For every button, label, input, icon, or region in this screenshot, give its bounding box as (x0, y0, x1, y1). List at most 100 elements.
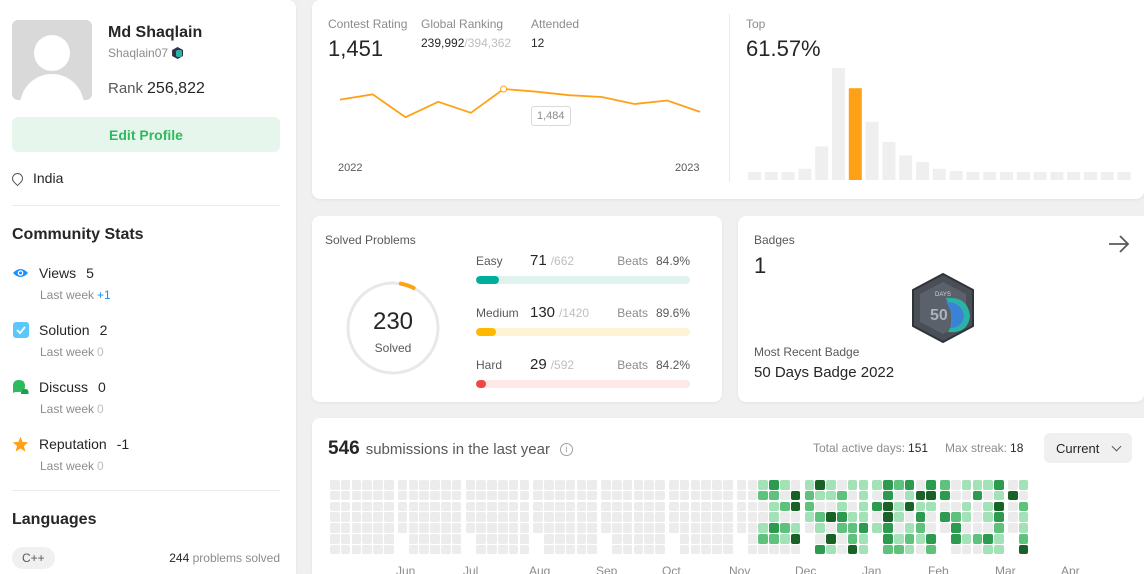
heatmap-day-cell[interactable] (994, 512, 1004, 522)
heatmap-day-cell[interactable] (804, 501, 815, 512)
heatmap-day-cell[interactable] (758, 534, 768, 544)
heatmap-day-cell[interactable] (790, 501, 801, 512)
heatmap-day-cell[interactable] (983, 523, 993, 533)
heatmap-day-cell[interactable] (994, 501, 1004, 512)
heatmap-day-cell[interactable] (373, 490, 383, 501)
heatmap-day-cell[interactable] (690, 534, 701, 544)
heatmap-day-cell[interactable] (633, 523, 644, 533)
heatmap-day-cell[interactable] (826, 490, 836, 501)
heatmap-day-cell[interactable] (441, 544, 451, 555)
heatmap-day-cell[interactable] (576, 480, 587, 490)
heatmap-day-cell[interactable] (690, 523, 701, 533)
heatmap-day-cell[interactable] (790, 544, 801, 555)
heatmap-day-cell[interactable] (655, 523, 665, 533)
heatmap-day-cell[interactable] (533, 523, 543, 533)
heatmap-day-cell[interactable] (451, 480, 462, 490)
heatmap-day-cell[interactable] (633, 501, 644, 512)
heatmap-day-cell[interactable] (430, 501, 440, 512)
heatmap-day-cell[interactable] (655, 512, 665, 522)
heatmap-day-cell[interactable] (669, 512, 679, 522)
heatmap-day-cell[interactable] (498, 501, 508, 512)
heatmap-day-cell[interactable] (330, 501, 340, 512)
heatmap-day-cell[interactable] (904, 490, 915, 501)
heatmap-day-cell[interactable] (633, 480, 644, 490)
heatmap-day-cell[interactable] (408, 534, 419, 544)
heatmap-day-cell[interactable] (1018, 544, 1029, 555)
heatmap-day-cell[interactable] (769, 523, 779, 533)
heatmap-day-cell[interactable] (419, 480, 429, 490)
heatmap-day-cell[interactable] (351, 534, 362, 544)
heatmap-day-cell[interactable] (587, 534, 597, 544)
heatmap-day-cell[interactable] (1018, 534, 1029, 544)
heatmap-day-cell[interactable] (555, 523, 565, 533)
heatmap-day-cell[interactable] (837, 512, 847, 522)
heatmap-day-cell[interactable] (587, 523, 597, 533)
heatmap-day-cell[interactable] (972, 544, 983, 555)
heatmap-day-cell[interactable] (669, 523, 679, 533)
heatmap-day-cell[interactable] (894, 523, 904, 533)
heatmap-day-cell[interactable] (858, 501, 869, 512)
heatmap-day-cell[interactable] (826, 523, 836, 533)
heatmap-day-cell[interactable] (736, 501, 747, 512)
heatmap-day-cell[interactable] (994, 534, 1004, 544)
heatmap-day-cell[interactable] (883, 490, 893, 501)
heatmap-day-cell[interactable] (701, 501, 711, 512)
heatmap-day-cell[interactable] (362, 480, 372, 490)
heatmap-day-cell[interactable] (644, 501, 654, 512)
heatmap-day-cell[interactable] (815, 534, 825, 544)
heatmap-day-cell[interactable] (815, 501, 825, 512)
heatmap-day-cell[interactable] (351, 544, 362, 555)
heatmap-day-cell[interactable] (790, 480, 801, 490)
heatmap-day-cell[interactable] (612, 480, 622, 490)
heatmap-day-cell[interactable] (837, 523, 847, 533)
heatmap-day-cell[interactable] (1018, 523, 1029, 533)
heatmap-day-cell[interactable] (780, 534, 790, 544)
heatmap-day-cell[interactable] (1008, 480, 1018, 490)
heatmap-day-cell[interactable] (612, 534, 622, 544)
rating-line-chart[interactable] (332, 78, 712, 138)
heatmap-day-cell[interactable] (601, 512, 611, 522)
heatmap-day-cell[interactable] (408, 544, 419, 555)
heatmap-day-cell[interactable] (544, 544, 554, 555)
heatmap-day-cell[interactable] (769, 544, 779, 555)
heatmap-day-cell[interactable] (690, 490, 701, 501)
heatmap-day-cell[interactable] (837, 501, 847, 512)
heatmap-day-cell[interactable] (384, 523, 394, 533)
heatmap-day-cell[interactable] (736, 523, 747, 533)
heatmap-day-cell[interactable] (747, 512, 758, 522)
heatmap-day-cell[interactable] (951, 523, 961, 533)
heatmap-day-cell[interactable] (587, 501, 597, 512)
rank-histogram[interactable] (748, 62, 1132, 180)
heatmap-day-cell[interactable] (983, 490, 993, 501)
heatmap-day-cell[interactable] (565, 501, 576, 512)
heatmap-day-cell[interactable] (519, 523, 530, 533)
heatmap-day-cell[interactable] (926, 501, 936, 512)
heatmap-day-cell[interactable] (451, 512, 462, 522)
heatmap-day-cell[interactable] (758, 490, 768, 501)
heatmap-day-cell[interactable] (847, 523, 858, 533)
heatmap-day-cell[interactable] (519, 544, 530, 555)
heatmap-day-cell[interactable] (644, 490, 654, 501)
heatmap-day-cell[interactable] (419, 523, 429, 533)
heatmap-day-cell[interactable] (872, 480, 882, 490)
heatmap-day-cell[interactable] (441, 490, 451, 501)
heatmap-day-cell[interactable] (519, 512, 530, 522)
heatmap-day-cell[interactable] (330, 534, 340, 544)
heatmap-day-cell[interactable] (384, 544, 394, 555)
heatmap-day-cell[interactable] (362, 523, 372, 533)
heatmap-day-cell[interactable] (679, 490, 690, 501)
heatmap-day-cell[interactable] (994, 490, 1004, 501)
heatmap-day-cell[interactable] (904, 512, 915, 522)
heatmap-day-cell[interactable] (769, 534, 779, 544)
heatmap-day-cell[interactable] (419, 544, 429, 555)
heatmap-day-cell[interactable] (712, 523, 722, 533)
heatmap-day-cell[interactable] (430, 490, 440, 501)
heatmap-day-cell[interactable] (498, 480, 508, 490)
heatmap-day-cell[interactable] (340, 480, 351, 490)
heatmap-day-cell[interactable] (723, 534, 733, 544)
heatmap-day-cell[interactable] (330, 544, 340, 555)
heatmap-day-cell[interactable] (972, 534, 983, 544)
heatmap-day-cell[interactable] (790, 534, 801, 544)
heatmap-day-cell[interactable] (519, 534, 530, 544)
heatmap-day-cell[interactable] (451, 544, 462, 555)
